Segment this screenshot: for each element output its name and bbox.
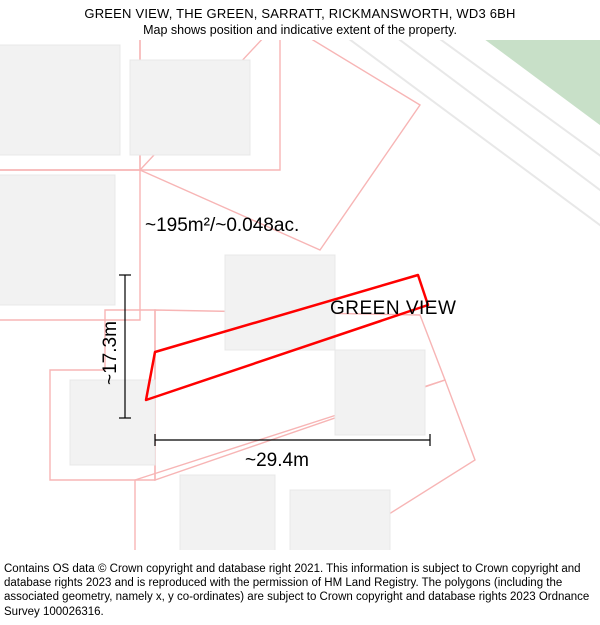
map-header: GREEN VIEW, THE GREEN, SARRATT, RICKMANS… — [0, 6, 600, 37]
property-name-label: GREEN VIEW — [330, 298, 456, 320]
area-label: ~195m²/~0.048ac. — [145, 215, 299, 237]
height-dimension-label: ~17.3m — [100, 321, 122, 385]
width-dimension-label: ~29.4m — [245, 450, 309, 472]
copyright-footer: Contains OS data © Crown copyright and d… — [4, 558, 596, 625]
map-subtitle: Map shows position and indicative extent… — [0, 23, 600, 37]
map-canvas: ~195m²/~0.048ac. GREEN VIEW ~29.4m ~17.3… — [0, 40, 600, 550]
map-title: GREEN VIEW, THE GREEN, SARRATT, RICKMANS… — [0, 6, 600, 21]
